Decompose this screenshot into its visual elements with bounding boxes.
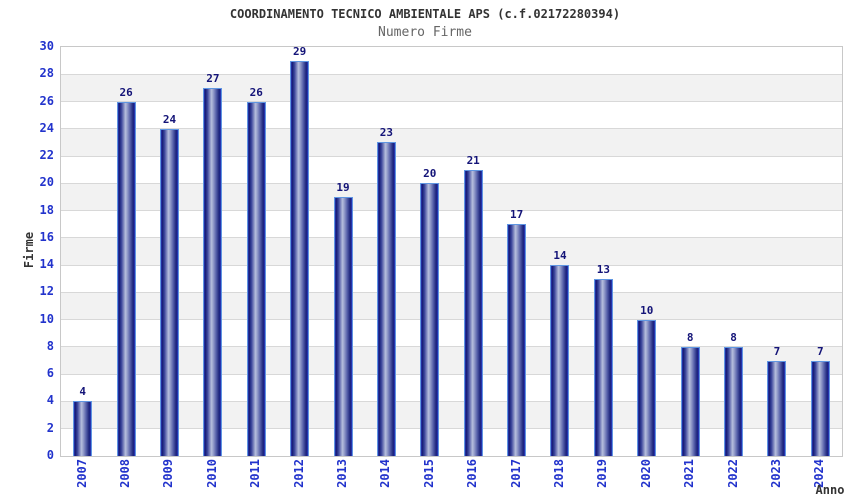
x-tick-label: 2019	[595, 459, 610, 488]
y-tick-label: 24	[39, 120, 54, 135]
y-tick-label: 6	[46, 366, 54, 381]
gridline	[61, 101, 842, 103]
bar-value-label: 7	[816, 344, 824, 358]
x-tick-label: 2012	[291, 459, 306, 488]
x-tick-label: 2022	[725, 459, 740, 488]
bar-value-label: 10	[640, 303, 654, 317]
bar	[810, 360, 830, 456]
bar	[420, 183, 440, 456]
y-tick-label: 30	[39, 39, 54, 53]
x-tick-label: 2010	[204, 459, 219, 488]
bar-value-label: 29	[293, 44, 307, 58]
y-tick-label: 12	[39, 284, 54, 299]
x-tick-label: 2018	[551, 459, 566, 488]
bar	[463, 169, 483, 456]
bar	[333, 196, 353, 456]
gridline	[61, 346, 842, 348]
bar	[73, 401, 93, 456]
gridline	[61, 319, 842, 321]
bar-value-label: 7	[773, 344, 781, 358]
x-tick-label: 2008	[118, 459, 133, 488]
x-tick-label: 2021	[682, 459, 697, 488]
y-tick-label: 0	[46, 448, 54, 462]
gridline	[61, 400, 842, 402]
bar-value-label: 19	[336, 180, 350, 194]
bar	[203, 87, 223, 456]
x-tick-label: 2011	[248, 459, 263, 488]
bar	[290, 60, 310, 456]
gridline	[61, 237, 842, 239]
y-tick-label: 26	[39, 93, 54, 108]
bar	[767, 360, 787, 456]
x-tick-label: 2009	[161, 459, 176, 488]
y-tick-label: 18	[39, 202, 54, 217]
gridline	[61, 182, 842, 184]
x-tick-label: 2013	[335, 459, 350, 488]
y-tick-label: 10	[39, 311, 54, 326]
y-tick-label: 22	[39, 148, 54, 163]
bar-value-label: 20	[423, 167, 437, 181]
plot-area: 4 26 24 27 26 29 19 23 20 21 17 14 13 10 8 8 7 7	[60, 44, 843, 457]
bar-value-label: 27	[206, 71, 220, 85]
y-tick-label: 2	[46, 420, 54, 435]
x-tick-label: 2016	[465, 459, 480, 488]
y-axis-title: Firme	[22, 231, 36, 269]
bar-value-label: 14	[553, 249, 567, 263]
bar-value-label: 23	[379, 126, 394, 140]
y-tick-label: 20	[39, 175, 54, 190]
bar	[593, 278, 613, 456]
bar	[116, 101, 136, 456]
x-tick-label: 2017	[508, 459, 523, 488]
x-axis-title: Anno	[815, 483, 845, 497]
bar	[680, 346, 700, 456]
chart-title: COORDINAMENTO TECNICO AMBIENTALE APS (c.…	[229, 7, 621, 21]
gridline	[61, 428, 842, 430]
bar-value-label: 13	[596, 262, 610, 276]
gridline	[61, 373, 842, 375]
bar-value-label: 8	[730, 330, 737, 344]
y-tick-label: 28	[39, 66, 54, 81]
y-tick-label: 16	[39, 229, 54, 244]
bar-value-label: 4	[79, 385, 86, 399]
bar	[507, 224, 527, 456]
gridline	[61, 291, 842, 293]
gridline	[61, 264, 842, 266]
x-tick-label: 2007	[74, 459, 89, 488]
bar-value-label: 26	[119, 85, 133, 99]
bar	[637, 319, 657, 456]
bar	[376, 142, 396, 456]
bar-value-label: 21	[466, 153, 480, 167]
bar-value-label: 26	[249, 85, 263, 99]
y-tick-label: 14	[39, 257, 54, 272]
x-tick-label: 2015	[421, 459, 436, 488]
gridline	[61, 73, 842, 75]
x-tick-label: 2020	[638, 459, 653, 488]
bar	[246, 101, 266, 456]
gridline	[61, 128, 842, 130]
bar	[550, 265, 570, 456]
bar	[159, 128, 179, 456]
y-tick-label: 4	[46, 393, 54, 408]
x-tick-label: 2014	[378, 459, 393, 488]
gridline	[61, 210, 842, 212]
bar-value-label: 24	[162, 112, 177, 126]
chart-subtitle: Numero Firme	[378, 25, 472, 40]
bar-value-label: 8	[686, 330, 694, 344]
x-tick-label: 2023	[768, 459, 783, 488]
gridline	[61, 155, 842, 157]
y-tick-label: 8	[46, 338, 54, 353]
bar-value-label: 17	[509, 208, 524, 222]
bar	[724, 346, 744, 456]
